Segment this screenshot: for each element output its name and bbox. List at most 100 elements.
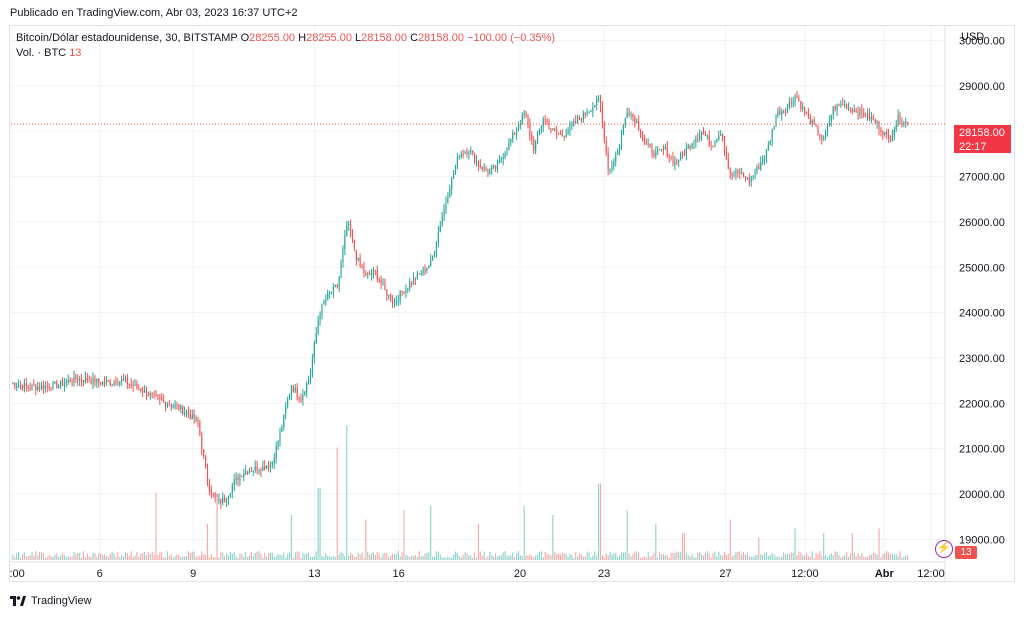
volume-bar [456,552,458,560]
candle-body [657,149,659,152]
chart-frame[interactable]: 30000.0029000.0028000.0027000.0026000.00… [9,25,1016,583]
volume-bar [84,557,86,560]
candle-body [386,289,388,296]
volume-bar [342,553,344,560]
candle-body [594,105,596,107]
volume-bar [832,555,834,560]
volume-bar [100,553,102,560]
candle-body [548,122,550,129]
volume-bar [27,555,29,560]
candle-body [92,377,94,384]
candle-body [582,112,584,121]
candle-body [542,119,544,126]
candle-body [346,224,348,236]
volume-bar [161,552,163,560]
candle-body [689,145,691,148]
volume-bar [172,557,174,560]
volume-bar [441,557,443,560]
candle-body [565,134,567,137]
candle-body [132,384,134,386]
volume-bar [660,554,663,560]
tradingview-logo[interactable]: TradingView [10,595,92,607]
volume-bar [391,553,394,560]
candle-body [388,294,390,296]
volume-bar [63,555,65,560]
candle-body [531,134,533,141]
volume-bar [737,551,739,560]
candle-body [577,118,579,123]
volume-bar [546,554,548,560]
candle-body [821,136,823,139]
candle-body [163,400,165,402]
candle-body [615,154,617,162]
volume-label: Vol. · BTC [16,47,67,59]
lightning-icon[interactable]: ⚡ [935,540,953,558]
volume-bar [805,552,808,560]
volume-bar [180,557,182,560]
candle-body [809,116,811,125]
close-label: C [410,32,419,44]
candle-body [262,465,264,471]
volume-bar [510,555,512,560]
volume-bar [494,553,497,560]
volume-bar [332,556,334,560]
volume-bar [386,552,388,560]
candle-body [182,405,184,415]
volume-bar [500,555,502,560]
candle-body [645,141,647,144]
volume-bar [863,556,865,560]
candle-body [659,149,661,151]
candle-body [834,106,836,110]
volume-bar [159,552,161,560]
candle-body [893,129,895,136]
candle-body [794,95,796,102]
volume-bar [744,554,747,560]
candle-body [315,332,317,343]
volume-bar [687,555,689,560]
volume-bar [90,557,92,560]
volume-bar [472,557,474,560]
candle-body [828,121,830,125]
volume-bar [836,552,838,560]
candle-body [494,165,497,169]
volume-bar [596,555,598,560]
candle-body [42,385,45,389]
volume-bar [557,553,560,560]
volume-bar [376,551,378,560]
volume-bar [445,557,447,560]
candle-body [212,493,214,495]
candle-body [193,413,195,420]
candle-body [69,380,71,383]
volume-bar [397,551,399,560]
candle-body [14,382,16,387]
volume-bar [412,556,415,560]
candle-body [897,114,899,125]
volume-bar [538,551,541,560]
volume-bar [122,556,125,560]
volume-bar [767,555,769,560]
candle-body [195,417,197,420]
volume-bar [218,557,220,560]
volume-bar [763,553,766,560]
volume-bar [588,552,590,560]
volume-bar [33,555,35,560]
candle-body [569,125,571,131]
candle-body [868,113,871,120]
price-chart[interactable]: 30000.0029000.0028000.0027000.0026000.00… [10,26,1016,583]
candle-body [515,130,518,135]
candle-body [25,383,27,386]
candle-body [605,140,607,153]
volume-bar [340,551,342,560]
volume-bar [598,483,600,560]
volume-bar [195,556,197,560]
volume-bar [277,554,279,560]
volume-bar [529,554,531,560]
candle-body [754,172,756,176]
open-label: O [240,32,250,44]
volume-bar [254,552,256,560]
volume-bar [281,555,283,560]
volume-bar [729,519,731,560]
volume-bar [367,551,369,560]
volume-bar [439,554,441,560]
candle-body [369,273,371,275]
